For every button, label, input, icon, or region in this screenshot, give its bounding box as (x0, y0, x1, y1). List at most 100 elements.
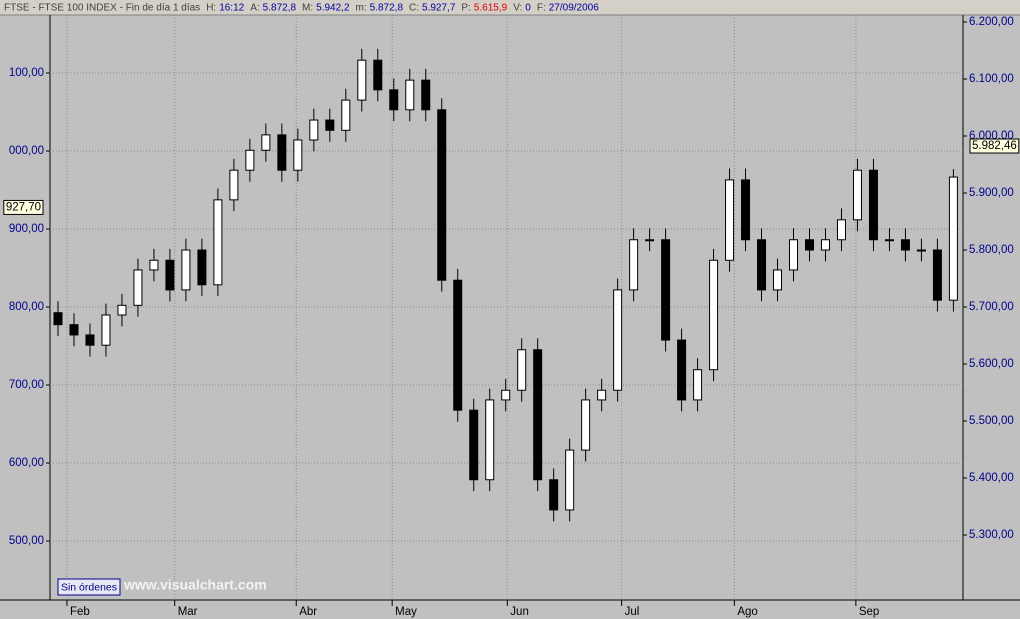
header-field-label: V: (513, 3, 522, 14)
candle-body (437, 109, 447, 281)
last-value-label: 5.982,46 (972, 140, 1017, 152)
candle-body (165, 259, 175, 291)
candle-body (852, 169, 862, 221)
orders-button-label[interactable]: Sin órdenes (61, 581, 117, 593)
last-value-box (3, 199, 44, 215)
y-tick-label: 100,00 (9, 67, 44, 79)
candle-body (677, 339, 687, 401)
candle-body (645, 239, 655, 242)
header-field-value: 27/09/2006 (549, 3, 599, 14)
candle-body (725, 179, 735, 261)
candle-body (69, 324, 79, 336)
header-field-value: 5.872,8 (370, 3, 404, 14)
y2-tick-label: 5.700,00 (969, 301, 1014, 313)
candle-body (693, 369, 703, 401)
y-tick-label: 600,00 (9, 457, 44, 469)
x-tick-label: Feb (70, 606, 90, 618)
candle-body (501, 389, 511, 401)
x-tick-label: May (395, 606, 417, 618)
candle-body (133, 269, 143, 306)
candle-body (309, 119, 319, 141)
candle-body (805, 239, 814, 251)
candle-body (149, 259, 159, 271)
axis-labels: 100,00 000,00 900,00 800,00 700,00 600,00 500,… (3, 16, 1020, 618)
candle-body (101, 314, 111, 346)
header-field-label: F: (537, 3, 546, 14)
header-field-label: m: (356, 3, 367, 14)
header-field-label: C: (409, 3, 419, 14)
candle-body (597, 389, 607, 401)
y2-tick-label: 5.500,00 (969, 415, 1014, 427)
candles (53, 48, 958, 522)
header-field-value: 5.942,2 (316, 3, 350, 14)
x-tick-label: Abr (299, 606, 317, 618)
y2-tick-label: 6.200,00 (969, 16, 1014, 28)
candle-body (357, 59, 367, 101)
header-field-value: 16:12 (219, 3, 244, 14)
y2-tick-label: 5.400,00 (969, 472, 1014, 484)
candle-body (613, 289, 623, 391)
candle-body (421, 79, 431, 111)
header-field-label: A: (250, 3, 259, 14)
y-tick-label: 700,00 (9, 379, 44, 391)
y2-tick-label: 5.900,00 (969, 187, 1014, 199)
candle-body (517, 349, 527, 391)
candle-body (932, 249, 942, 301)
candle-body (900, 239, 910, 251)
candle-body (85, 334, 95, 346)
header-field-value: 5.927,7 (422, 3, 456, 14)
candle-body (773, 269, 783, 291)
candle-body (661, 239, 671, 341)
header-fields: H: 16:12 A: 5.872,8 M: 5.942,2 m: 5.872,8 C: 5.92… (206, 3, 599, 14)
candle-body (916, 249, 926, 252)
candle-body (948, 176, 958, 301)
candle-body (868, 169, 878, 241)
header-field-label: M: (302, 3, 313, 14)
header-field-value: 0 (525, 3, 531, 14)
y2-tick-label: 5.600,00 (969, 358, 1014, 370)
candle-body (485, 399, 495, 481)
candle-body (245, 149, 255, 171)
candle-body (341, 99, 351, 131)
y2-tick-label: 5.300,00 (969, 529, 1014, 541)
candle-body (53, 312, 63, 326)
candle-body (389, 89, 399, 111)
candle-body (197, 249, 207, 286)
candle-body (213, 199, 223, 286)
candle-body (293, 139, 303, 171)
grid (50, 15, 963, 600)
candle-body (741, 179, 751, 241)
candle-body (836, 219, 846, 241)
x-tick-label: Ago (737, 606, 757, 618)
candle-body (757, 239, 767, 291)
candle-body (453, 279, 463, 411)
header-field-label: H: (206, 3, 216, 14)
candle-body (549, 479, 559, 511)
header-field-value: 5.615,9 (474, 3, 508, 14)
y-tick-label: 500,00 (9, 535, 44, 547)
candle-body (820, 239, 830, 251)
candle-body (629, 239, 639, 291)
candle-body (261, 134, 271, 151)
candle-body (117, 304, 127, 316)
header-field-value: 5.872,8 (263, 3, 297, 14)
header-field-label: P: (461, 3, 470, 14)
y-tick-label: 000,00 (9, 145, 44, 157)
x-tick-label: Jun (510, 606, 529, 618)
header-title: FTSE - FTSE 100 INDEX - Fin de día 1 día… (4, 3, 200, 14)
orders-button[interactable] (57, 578, 121, 596)
candle-body (533, 349, 543, 481)
candle-body (884, 239, 894, 242)
candle-body (469, 409, 479, 481)
x-tick-label: Sep (859, 606, 879, 618)
y2-tick-label: 5.800,00 (969, 244, 1014, 256)
candle-body (581, 399, 591, 451)
candle-body (229, 169, 239, 201)
last-value-label: 927,70 (6, 201, 41, 213)
y2-tick-label: 6.100,00 (969, 73, 1014, 85)
candle-body (405, 79, 415, 111)
y-tick-label: 800,00 (9, 301, 44, 313)
